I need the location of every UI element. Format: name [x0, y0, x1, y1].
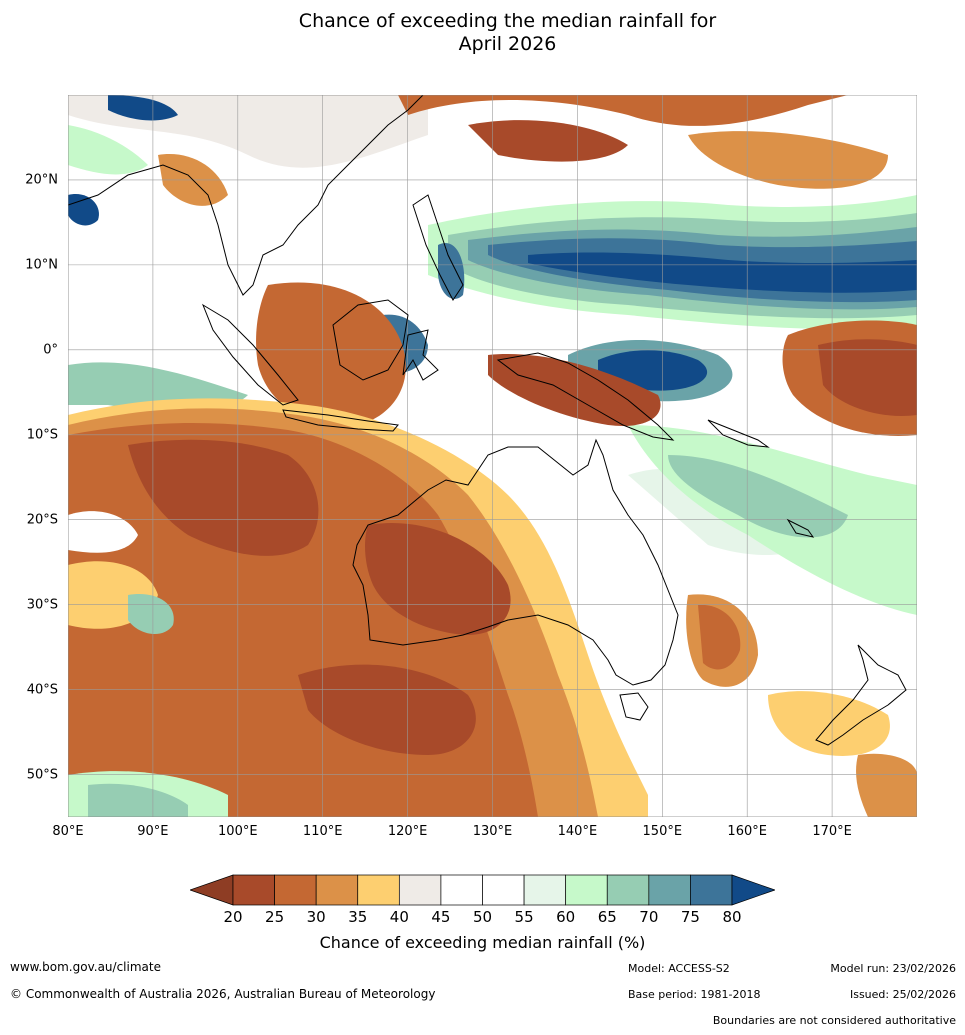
title-line-1: Chance of exceeding the median rainfall …: [298, 10, 717, 32]
new-zealand-coastline: [815, 644, 907, 746]
colorbar-tick-label: 30: [306, 908, 326, 926]
colorbar-tick-label: 60: [556, 908, 576, 926]
java-coastline: [282, 409, 399, 432]
colorbar-tick-label: 70: [639, 908, 659, 926]
colorbar-tick-label: 35: [348, 908, 368, 926]
colorbar-extend-low: [190, 874, 234, 906]
model-run-text: Model run: 23/02/2026: [830, 962, 956, 975]
sumatra-coastline: [201, 303, 299, 406]
longitude-label: 80°E: [52, 824, 84, 839]
colorbar-box: [690, 874, 733, 906]
solomon-islands-coastline: [707, 419, 770, 448]
colorbar-box: [398, 874, 442, 906]
longitude-label: 110°E: [302, 824, 343, 839]
longitude-label: 170°E: [812, 824, 852, 839]
sulawesi-coastline: [402, 329, 439, 381]
latitude-label: 30°S: [26, 597, 58, 613]
colorbar-box: [523, 874, 567, 906]
colorbar-box: [440, 874, 483, 906]
colorbar-box: [274, 874, 317, 906]
map-canvas: [68, 95, 917, 817]
asia-coastline: [68, 95, 424, 296]
colorbar-tick-label: 50: [472, 908, 493, 926]
map-gridlines: [68, 95, 917, 817]
new-caledonia-coastline: [786, 518, 815, 538]
colorbar-box: [482, 874, 525, 906]
longitude-label: 130°E: [472, 824, 513, 839]
colorbar-tick-label: 25: [265, 908, 285, 926]
latitude-label: 10°N: [25, 257, 58, 273]
issued-text: Issued: 25/02/2026: [849, 988, 956, 1001]
longitude-label: 150°E: [642, 824, 683, 839]
colorbar-tick-label: 20: [223, 908, 243, 926]
colorbar-label: Chance of exceeding median rainfall (%): [319, 933, 646, 952]
coastlines: [68, 95, 907, 746]
australia-coastline: [352, 438, 679, 686]
colorbar-box: [606, 874, 650, 906]
rainfall-map: [68, 95, 917, 817]
latitude-label: 10°S: [26, 427, 58, 443]
philippines-coastline: [412, 194, 464, 301]
latitude-label: 40°S: [26, 682, 58, 698]
colorbar-box: [648, 874, 691, 906]
longitude-label: 120°E: [387, 824, 428, 839]
colorbar-tick-label: 40: [389, 908, 409, 926]
website-link[interactable]: www.bom.gov.au/climate: [10, 960, 161, 974]
colorbar-tick-label: 65: [597, 908, 617, 926]
new-guinea-coastline: [496, 352, 675, 441]
latitude-label: 20°N: [25, 172, 58, 188]
rainfall-field: [68, 95, 917, 817]
colorbar-box: [565, 874, 608, 906]
tasmania-coastline: [619, 692, 649, 721]
disclaimer-text: Boundaries are not considered authoritat…: [712, 1014, 956, 1027]
colorbar-tick-label: 80: [722, 908, 742, 926]
colorbar-box: [315, 874, 359, 906]
model-text: Model: ACCESS-S2: [628, 962, 730, 975]
colorbar-extend-high: [731, 874, 775, 906]
longitude-label: 90°E: [137, 824, 169, 839]
latitude-label: 0°: [43, 342, 58, 358]
longitude-label: 100°E: [218, 824, 258, 839]
base-period-text: Base period: 1981-2018: [628, 988, 761, 1001]
latitude-label: 50°S: [26, 767, 58, 783]
colorbar-tick-label: 55: [514, 908, 534, 926]
colorbar-box: [232, 874, 275, 906]
colorbar-tick-label: 75: [680, 908, 700, 926]
colorbar: [190, 874, 775, 906]
latitude-label: 20°S: [26, 512, 58, 528]
title-line-2: April 2026: [458, 33, 557, 55]
longitude-label: 140°E: [557, 824, 598, 839]
copyright-text: © Commonwealth of Australia 2026, Austra…: [10, 987, 436, 1001]
colorbar-tick-label: 45: [431, 908, 451, 926]
map-title: Chance of exceeding the median rainfall …: [0, 10, 965, 56]
longitude-label: 160°E: [727, 824, 767, 839]
borneo-coastline: [332, 299, 409, 381]
colorbar-box: [357, 874, 400, 906]
